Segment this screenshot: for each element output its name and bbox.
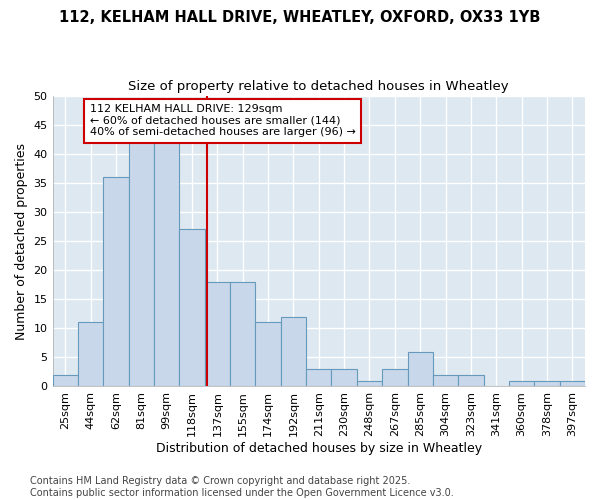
Bar xyxy=(509,380,534,386)
Text: 112 KELHAM HALL DRIVE: 129sqm
← 60% of detached houses are smaller (144)
40% of : 112 KELHAM HALL DRIVE: 129sqm ← 60% of d… xyxy=(90,104,356,138)
Y-axis label: Number of detached properties: Number of detached properties xyxy=(15,142,28,340)
Bar xyxy=(128,142,154,386)
Bar xyxy=(281,316,306,386)
Bar xyxy=(331,369,357,386)
Title: Size of property relative to detached houses in Wheatley: Size of property relative to detached ho… xyxy=(128,80,509,93)
Bar xyxy=(205,282,230,387)
Bar xyxy=(256,322,281,386)
Bar xyxy=(382,369,407,386)
Bar xyxy=(103,177,128,386)
Bar xyxy=(458,375,484,386)
Text: 112, KELHAM HALL DRIVE, WHEATLEY, OXFORD, OX33 1YB: 112, KELHAM HALL DRIVE, WHEATLEY, OXFORD… xyxy=(59,10,541,25)
Bar xyxy=(78,322,103,386)
Bar xyxy=(534,380,560,386)
Bar xyxy=(407,352,433,386)
Bar xyxy=(179,230,205,386)
Bar xyxy=(560,380,585,386)
X-axis label: Distribution of detached houses by size in Wheatley: Distribution of detached houses by size … xyxy=(156,442,482,455)
Bar xyxy=(433,375,458,386)
Bar xyxy=(306,369,331,386)
Text: Contains HM Land Registry data © Crown copyright and database right 2025.
Contai: Contains HM Land Registry data © Crown c… xyxy=(30,476,454,498)
Bar xyxy=(357,380,382,386)
Bar xyxy=(53,375,78,386)
Bar xyxy=(154,142,179,386)
Bar xyxy=(230,282,256,387)
